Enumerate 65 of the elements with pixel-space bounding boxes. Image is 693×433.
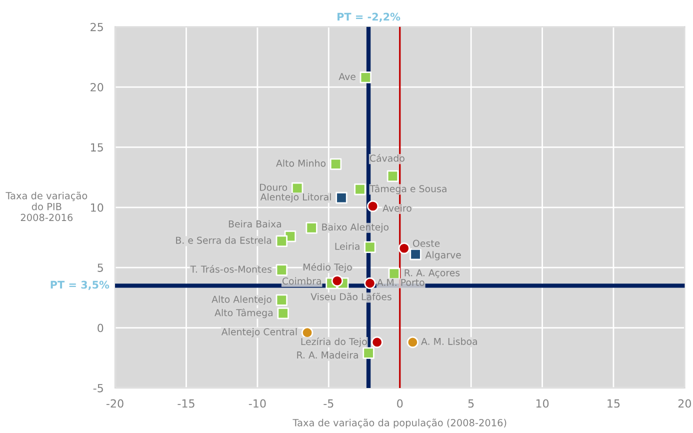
point (331, 274, 344, 287)
point (276, 294, 288, 306)
y-tick-label: 25 (90, 22, 103, 32)
x-axis-title: Taxa de variação da população (2008-2016) (292, 418, 506, 428)
ref-line-label: PT = -2,2% (338, 12, 400, 22)
point (306, 222, 318, 234)
data-label: A.M. Porto (376, 278, 424, 286)
x-tick-label: -5 (324, 399, 334, 408)
data-label: Algarve (425, 251, 461, 260)
data-label: Alto Minho (276, 160, 326, 167)
x-tick-label: -20 (106, 399, 124, 408)
point (276, 235, 288, 247)
data-label: Tâmega e Sousa (370, 184, 446, 194)
y-tick-label: 0 (98, 324, 104, 332)
point (301, 326, 314, 338)
x-tick-label: 20 (678, 399, 692, 408)
y-tick-label: 20 (90, 83, 104, 92)
data-label: R. A. Madeira (297, 351, 358, 359)
y-tick-label: 5 (98, 264, 103, 272)
data-label: Oeste (412, 240, 440, 247)
point (366, 200, 379, 212)
data-label: A. M. Lisboa (421, 338, 477, 345)
point (398, 242, 410, 254)
ref-line-label: PT = 3,5% (50, 280, 110, 290)
y-tick-label: 15 (91, 143, 103, 152)
data-label: Alto Alentejo (212, 296, 272, 305)
point (364, 277, 376, 290)
point (336, 192, 348, 204)
point (360, 72, 372, 84)
data-label: B. e Serra da Estrela (176, 236, 272, 244)
x-tick-label: 0 (397, 399, 403, 408)
x-tick-label: 10 (536, 399, 549, 408)
point (406, 336, 419, 348)
y-axis-title: Taxa de variação do PIB 2008-2016 (6, 192, 88, 222)
point (330, 158, 342, 170)
point (277, 307, 289, 320)
x-tick-label: 15 (608, 399, 620, 408)
point (354, 184, 366, 196)
data-label: Beira Baixa (228, 220, 282, 228)
x-tick-label: -10 (248, 399, 266, 408)
y-tick-label: 10 (91, 203, 104, 212)
point (386, 170, 399, 182)
data-label: Cávado (370, 154, 404, 162)
data-label: Coimbra (282, 277, 321, 285)
data-label: Leiria (335, 242, 360, 250)
data-label: Lezíria do Tejo (301, 337, 367, 347)
data-label: Alentejo Litoral (260, 193, 331, 202)
data-label: Aveiro (382, 204, 412, 212)
point (410, 248, 422, 260)
data-label: T. Trás-os-Montes (190, 265, 272, 273)
data-label: Douro (260, 184, 288, 191)
data-label: Médio Tejo (304, 262, 352, 272)
data-label: Baixo Alentejo (322, 223, 389, 232)
point (276, 264, 288, 276)
data-label: Viseu Dão Lafões (310, 292, 392, 300)
data-label: Alto Tâmega (214, 308, 273, 318)
data-label: Ave (338, 73, 356, 80)
x-tick-label: 5 (468, 399, 474, 408)
point (371, 336, 383, 348)
x-tick-label: -15 (178, 399, 194, 408)
point (364, 241, 376, 253)
y-tick-label: -5 (93, 384, 103, 392)
data-label: R. A. Açores (404, 269, 460, 278)
point (362, 347, 374, 359)
data-label: Alentejo Central (221, 328, 297, 338)
